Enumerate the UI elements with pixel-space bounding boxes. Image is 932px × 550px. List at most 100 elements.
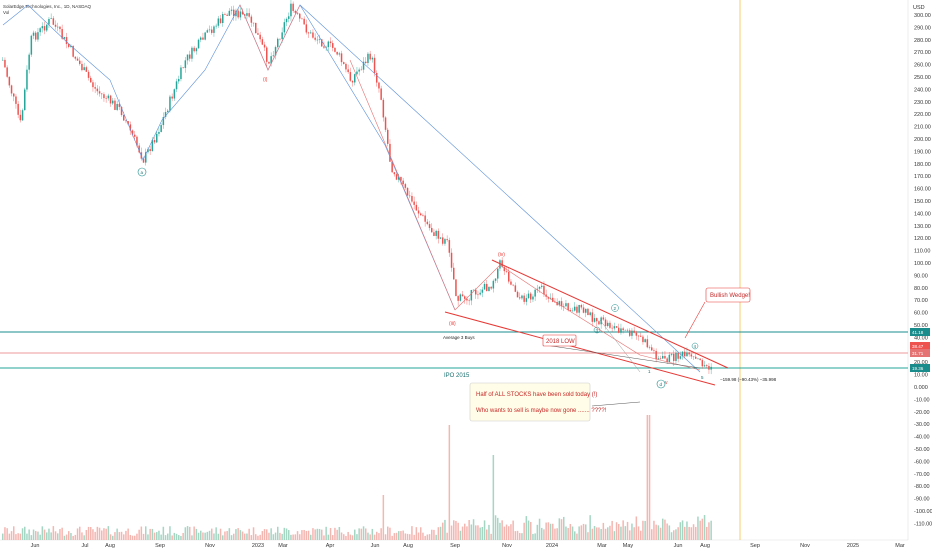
candle-body — [347, 69, 349, 73]
candle-body — [197, 39, 200, 49]
volume-bar — [626, 521, 629, 540]
candle-body — [514, 285, 517, 292]
volume-bar — [483, 520, 486, 540]
price-tag-bg — [910, 364, 930, 372]
volume-bar — [285, 528, 288, 540]
candle-body — [477, 294, 479, 296]
candle-body — [48, 18, 50, 25]
candle-body — [76, 58, 79, 61]
candle-body — [204, 32, 206, 40]
candle-body — [228, 10, 231, 16]
wave-3-label: 3 — [596, 328, 599, 333]
wave-3-marker — [593, 326, 601, 334]
x-tick-label: Jun — [31, 543, 40, 549]
volume-bar — [263, 529, 266, 540]
candle-body — [118, 103, 121, 107]
candle-body — [598, 321, 600, 325]
candle-body — [147, 149, 149, 153]
volume-bar — [464, 523, 466, 540]
volume-bar — [571, 526, 574, 540]
volume-bar — [248, 528, 250, 540]
volume-bar — [659, 527, 662, 540]
volume-bar — [206, 531, 209, 540]
candle-body — [422, 215, 424, 216]
volume-bar — [215, 527, 217, 540]
candle-body — [483, 283, 486, 290]
candle-body — [237, 10, 239, 18]
low-2018-label: 2018 LOW — [546, 339, 575, 345]
volume-bar — [688, 526, 690, 540]
low-2018-box[interactable] — [542, 334, 577, 347]
candle-body — [457, 296, 459, 301]
volume-bar — [147, 534, 149, 540]
volume-bar — [145, 526, 147, 540]
candle-body — [411, 195, 413, 202]
candle-body — [439, 237, 442, 239]
volume-bar — [607, 527, 609, 540]
volume-bar — [28, 529, 30, 540]
volume-bar — [222, 535, 224, 540]
candle-body — [191, 47, 193, 59]
y-tick-label: 50.00 — [914, 323, 928, 329]
volume-bar — [651, 529, 653, 540]
candle-body — [708, 365, 710, 370]
volume-bar — [87, 526, 90, 540]
volume-bar — [160, 534, 162, 540]
candle-body — [94, 87, 96, 89]
candle-body — [664, 355, 666, 359]
candle-body — [336, 51, 338, 55]
volume-bar — [692, 524, 695, 540]
candle-body — [354, 74, 356, 83]
candle-body — [340, 53, 343, 63]
volume-bar — [565, 526, 567, 540]
volume-bar — [305, 530, 308, 540]
volume-bar — [679, 522, 682, 540]
volume-bar — [21, 528, 24, 540]
bullish-wedge-box[interactable] — [705, 287, 751, 303]
candle-body — [402, 180, 404, 185]
volume-bar — [59, 529, 61, 540]
candle-body — [351, 80, 354, 83]
candle-body — [327, 41, 330, 48]
volume-bar — [475, 525, 477, 540]
volume-bar — [43, 529, 46, 540]
candle-body — [393, 172, 396, 175]
wave-5-label: 5 — [701, 375, 704, 380]
note-box[interactable] — [469, 382, 591, 422]
candle-body — [646, 339, 649, 348]
wave-5-connector — [599, 319, 641, 373]
volume-bar — [455, 520, 457, 540]
price-tag-label: 38.47 — [912, 344, 924, 349]
candle-body — [343, 62, 345, 64]
candle-body — [65, 37, 68, 45]
candle-body — [178, 79, 180, 82]
volume-bar — [118, 532, 121, 540]
volume-bar — [675, 529, 677, 540]
y-tick-label: 160.00 — [914, 187, 931, 193]
candle-body — [648, 347, 651, 348]
volume-bar — [347, 531, 349, 540]
volume-bar — [19, 533, 22, 540]
time-axis[interactable]: Jun Jul Aug Sep Nov 2023 Mar Apr Jun Aug Sep Nov 202… — [31, 543, 905, 549]
candle-body — [626, 329, 629, 331]
price-axis[interactable]: 300.00 290.00 280.00 270.00 260.00 250.00 240.… — [914, 13, 932, 527]
long-downtrend-line — [299, 4, 701, 373]
candle-body — [622, 328, 624, 331]
volume-bar — [466, 526, 468, 540]
candle-body — [259, 34, 261, 40]
candle-body — [571, 310, 574, 312]
candle-body — [692, 356, 695, 358]
candle-body — [391, 161, 393, 173]
wave-iv-label: (iv) — [498, 252, 505, 258]
volume-bar — [657, 525, 660, 540]
candle-body — [512, 284, 514, 286]
volume-bar — [24, 526, 26, 540]
candle-body — [695, 356, 697, 359]
candle-body — [521, 295, 523, 299]
wedge-lower-line[interactable] — [444, 311, 716, 386]
volume-bar — [662, 518, 664, 540]
candle-body — [120, 106, 123, 116]
volume-bar — [301, 530, 303, 540]
wedge-upper-line[interactable] — [491, 259, 729, 369]
